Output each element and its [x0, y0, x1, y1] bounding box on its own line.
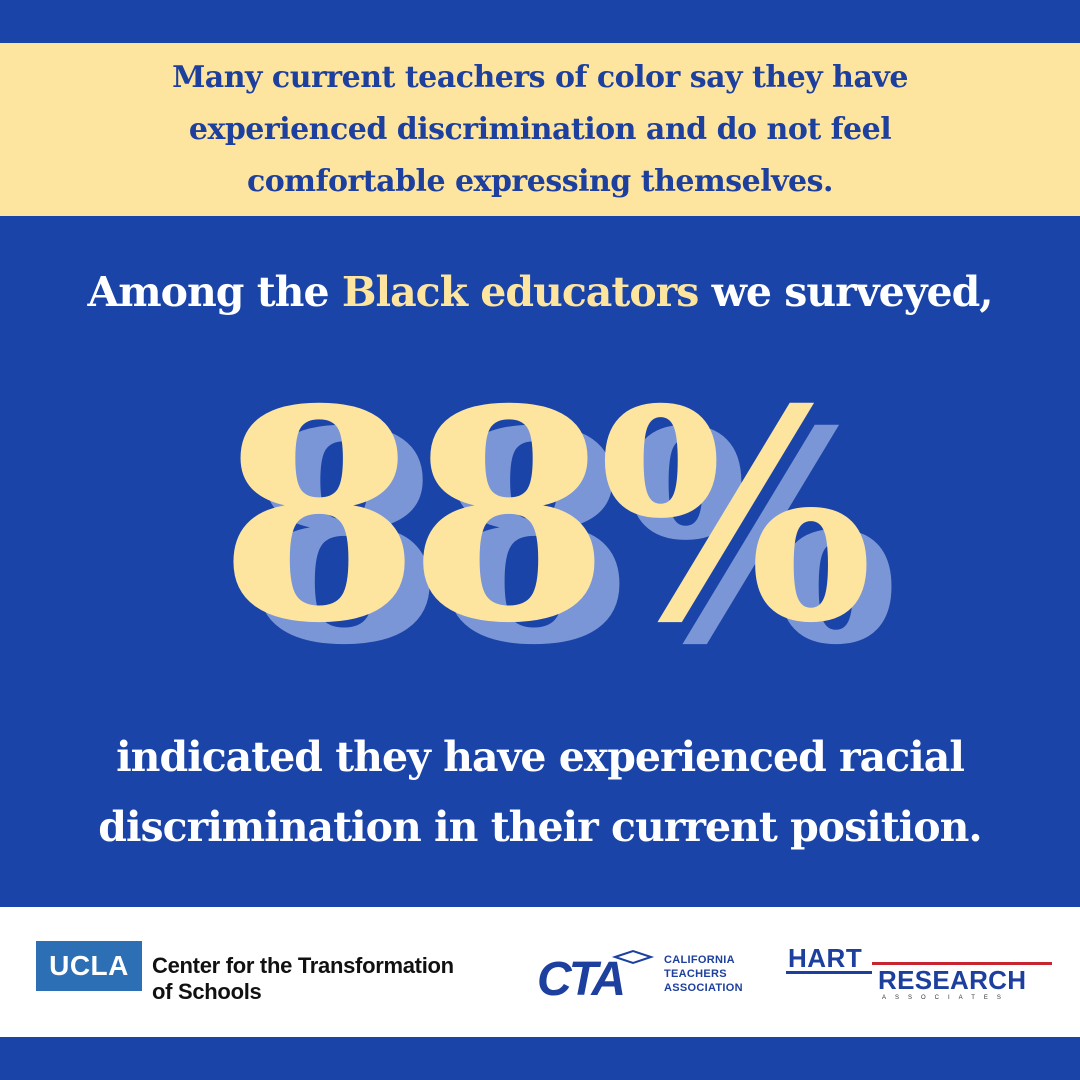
graduation-cap-icon	[611, 949, 655, 965]
cta-name-line-3: ASSOCIATION	[664, 982, 743, 994]
hart-red-rule	[872, 962, 1052, 965]
hart-research-logo: HART RESEARCH ASSOCIATES	[786, 943, 1056, 1013]
closing-line-2: discrimination in their current position…	[98, 803, 982, 851]
ucla-center-name: Center for the Transformation of Schools	[152, 953, 522, 1005]
top-banner: Many current teachers of color say they …	[0, 43, 1080, 216]
hart-word: HART	[788, 943, 863, 973]
hart-blue-rule	[786, 971, 872, 974]
cta-logo: CTA	[537, 947, 657, 1009]
banner-text: Many current teachers of color say they …	[172, 59, 908, 199]
statistic-value: 88%	[218, 360, 869, 680]
closing-sentence: indicated they have experienced racial d…	[0, 722, 1080, 862]
cta-mark-text: CTA	[537, 953, 623, 1005]
cta-logo-mark: CTA	[537, 949, 655, 1006]
cta-name-line-2: TEACHERS	[664, 968, 727, 980]
ucla-name-line-2: of Schools	[152, 979, 262, 1004]
lead-highlight: Black educators	[341, 268, 700, 316]
cta-name: CALIFORNIA TEACHERS ASSOCIATION	[664, 953, 774, 995]
research-word: RESEARCH	[878, 965, 1027, 995]
lead-before: Among the	[87, 268, 342, 316]
lead-after: we surveyed,	[698, 268, 994, 316]
ucla-logo: UCLA	[36, 941, 142, 991]
closing-line-1: indicated they have experienced racial	[116, 733, 965, 781]
big-statistic: 88% 88%	[0, 360, 1080, 680]
cta-name-line-1: CALIFORNIA	[664, 954, 735, 966]
associates-word: ASSOCIATES	[882, 995, 1010, 1001]
statistic-graphic: 88% 88%	[218, 360, 906, 680]
lead-sentence: Among the Black educators we surveyed,	[0, 268, 1080, 316]
ucla-name-line-1: Center for the Transformation	[152, 953, 454, 978]
logo-footer: UCLA Center for the Transformation of Sc…	[0, 907, 1080, 1037]
statistic-shadow: 88%	[243, 369, 894, 680]
